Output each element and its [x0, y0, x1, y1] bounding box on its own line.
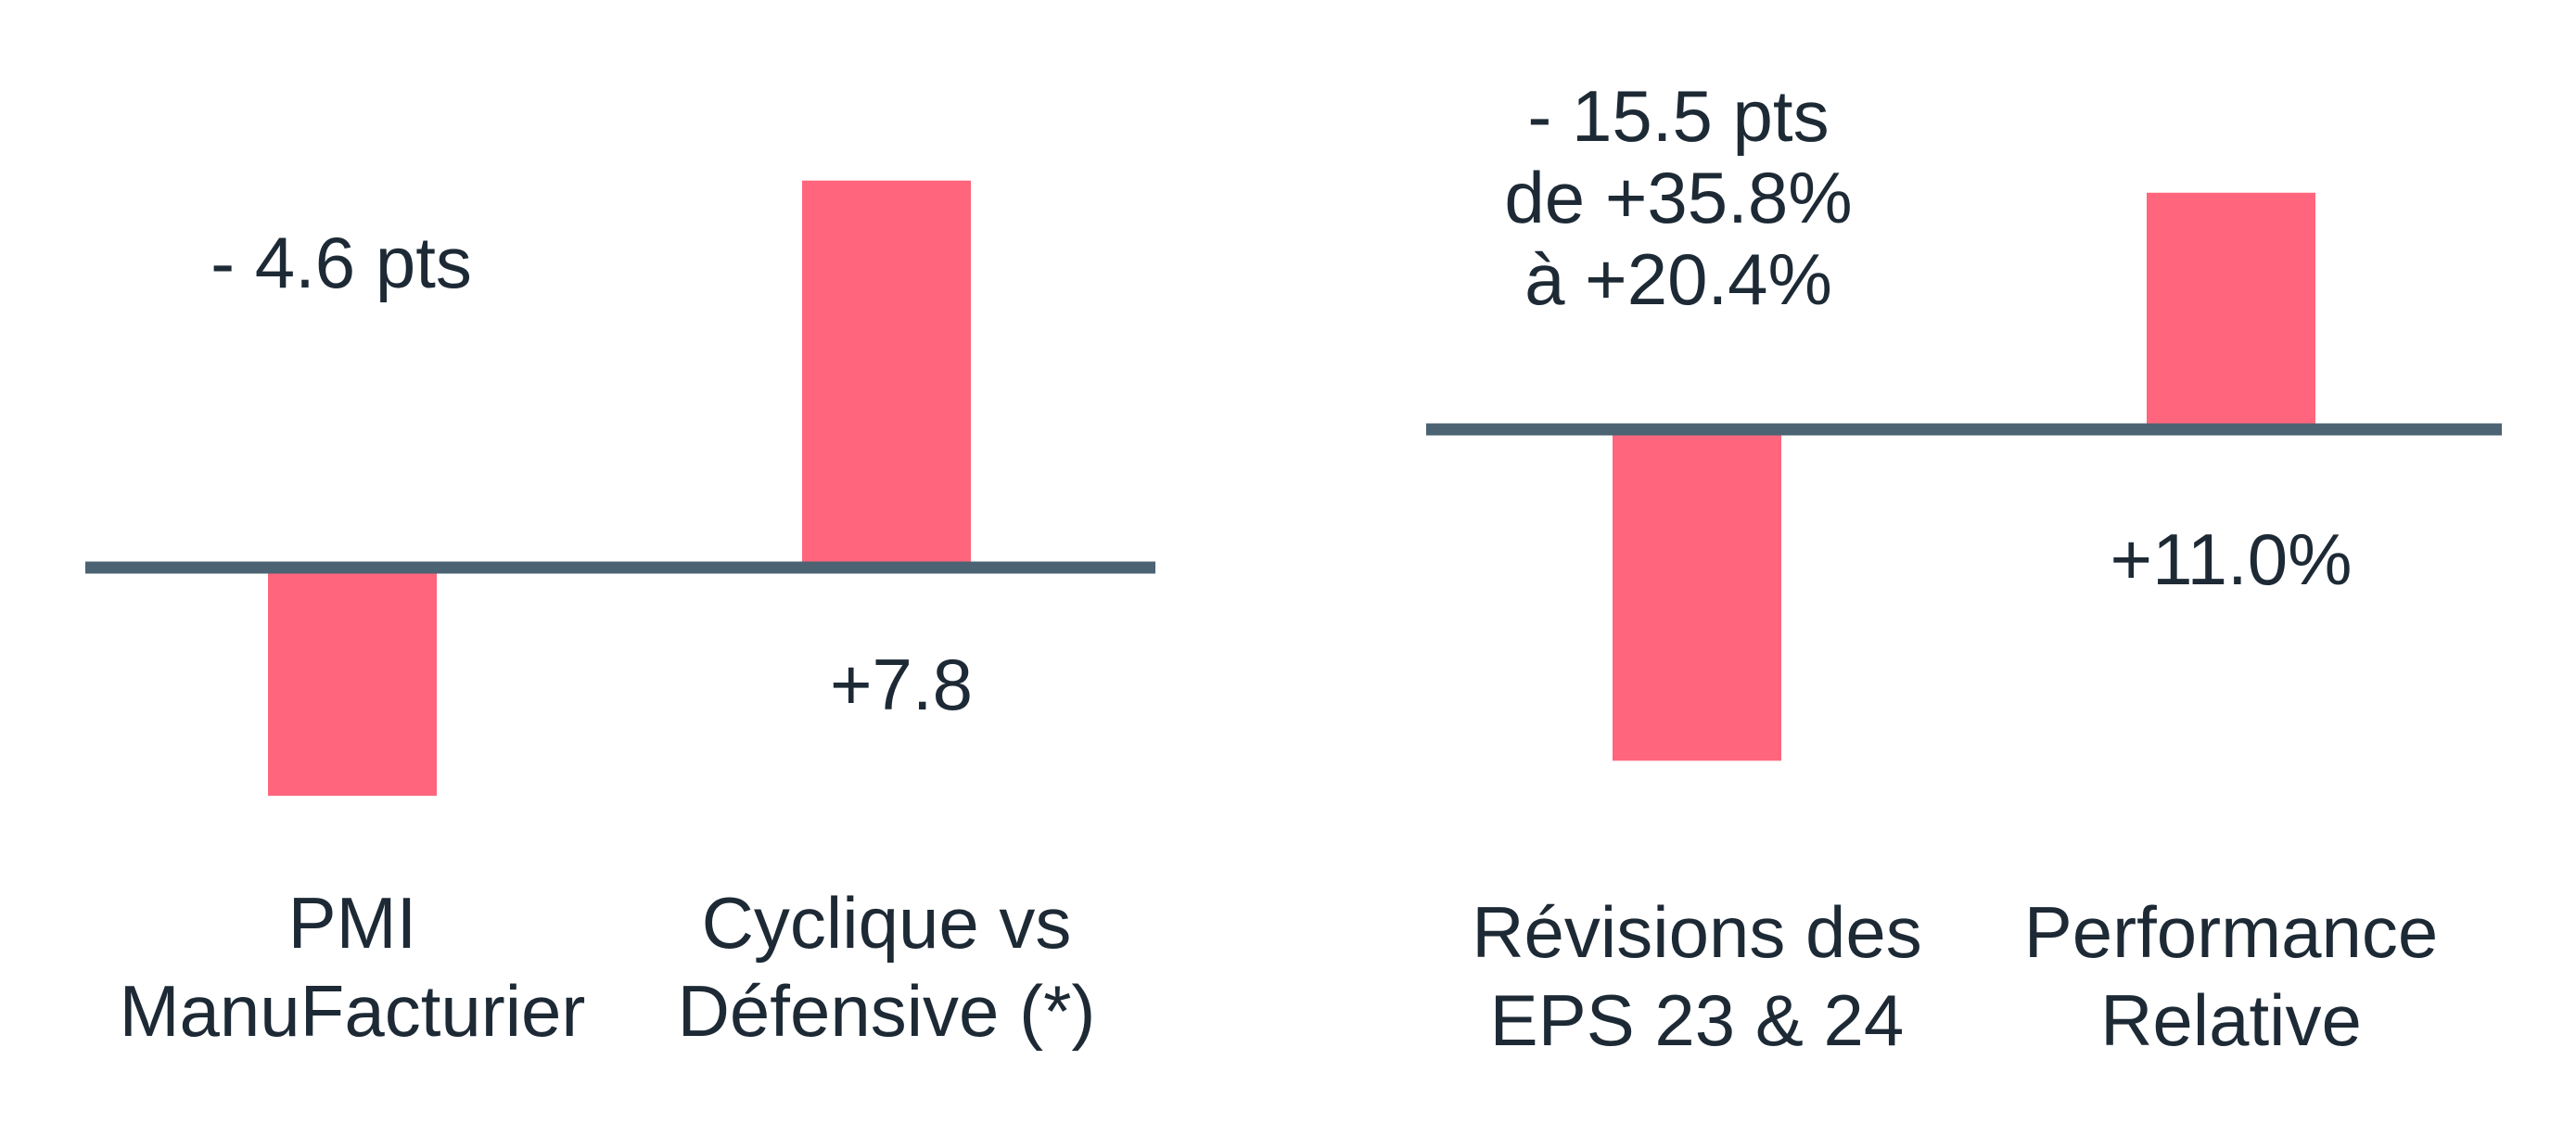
bar-right-1 [2147, 192, 2315, 429]
bar-right-0 [1613, 429, 1781, 761]
category-label-0: PMI ManuFacturier [120, 882, 586, 1052]
left-chart-panel: - 4.6 pts +7.8 PMI ManuFacturier Cyclique vs… [85, 180, 1155, 1052]
category-label-1: Performance Relative [2024, 891, 2439, 1061]
bar-left-0 [268, 568, 437, 797]
category-label-1: Cyclique vs Défensive (*) [678, 882, 1096, 1052]
category-label-0: Révisions des EPS 23 & 24 [1472, 891, 1922, 1061]
right-chart-panel: - 15.5 pts de +35.8% à +20.4% +11.0% Révisio… [1426, 75, 2502, 1061]
data-label-1: +11.0% [2111, 518, 2353, 600]
data-label-1: +7.8 [830, 644, 973, 725]
data-label-0: - 4.6 pts [210, 222, 472, 303]
bar-left-1 [802, 180, 971, 568]
data-label-0: - 15.5 pts de +35.8% à +20.4% [1504, 75, 1852, 320]
